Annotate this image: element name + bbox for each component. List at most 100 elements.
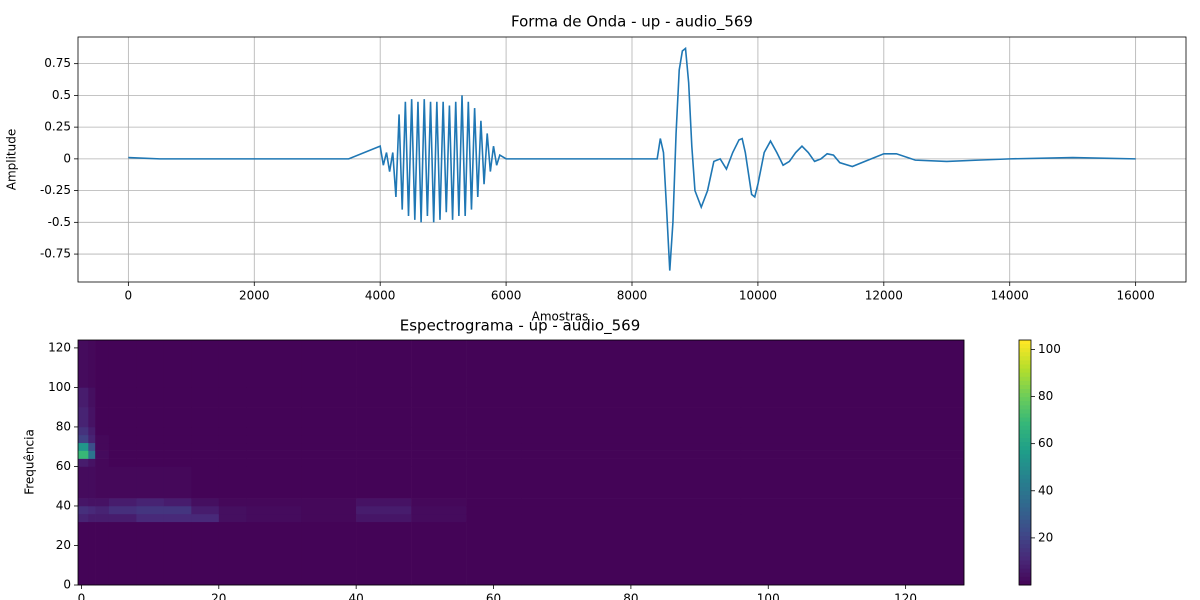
y-tick-label: 0 bbox=[63, 578, 71, 592]
heatmap-cell bbox=[356, 458, 412, 467]
colorbar-segment bbox=[1019, 519, 1031, 525]
heatmap-cell bbox=[218, 498, 247, 507]
colorbar-segment bbox=[1019, 511, 1031, 517]
x-tick-label: 8000 bbox=[617, 289, 648, 303]
heatmap-cell bbox=[740, 426, 965, 436]
heatmap-cell bbox=[411, 442, 467, 451]
heatmap-cell bbox=[246, 466, 302, 499]
colorbar-segment bbox=[1019, 564, 1031, 570]
colorbar-segment bbox=[1019, 384, 1031, 390]
colorbar-segment bbox=[1019, 499, 1031, 504]
heatmap-cell bbox=[95, 450, 110, 459]
heatmap-cell bbox=[218, 513, 247, 523]
colorbar-segment bbox=[1019, 438, 1031, 443]
heatmap-cell bbox=[301, 340, 357, 388]
colorbar-segment bbox=[1019, 389, 1031, 394]
heatmap-cell bbox=[191, 442, 220, 451]
y-tick-label: 0 bbox=[63, 151, 71, 165]
heatmap-cell bbox=[411, 458, 467, 467]
y-axis-label: Frequência bbox=[23, 429, 37, 495]
heatmap-cell bbox=[301, 387, 357, 408]
colorbar-segment bbox=[1019, 446, 1031, 451]
heatmap-cell bbox=[108, 442, 137, 451]
heatmap-cell bbox=[163, 434, 192, 444]
colorbar-segment bbox=[1019, 576, 1031, 582]
colorbar-segment bbox=[1019, 352, 1031, 357]
x-tick-label: 100 bbox=[757, 592, 780, 600]
heatmap-cell bbox=[218, 466, 247, 499]
heatmap-cell bbox=[136, 498, 165, 507]
colorbar-segment bbox=[1019, 376, 1031, 382]
colorbar-segment bbox=[1019, 425, 1031, 431]
heatmap-cell bbox=[163, 505, 192, 515]
heatmap-cell bbox=[163, 513, 192, 523]
heatmap-cell bbox=[356, 521, 412, 586]
heatmap-cell bbox=[88, 513, 96, 523]
heatmap-cell bbox=[521, 340, 742, 388]
colorbar-segment bbox=[1019, 560, 1031, 566]
y-axis-label: Amplitude bbox=[5, 129, 19, 191]
heatmap-cell bbox=[78, 521, 89, 586]
heatmap-cell bbox=[78, 458, 89, 467]
heatmap-cell bbox=[466, 442, 522, 451]
heatmap-cell bbox=[740, 434, 965, 444]
heatmap-cell bbox=[301, 426, 357, 436]
heatmap-cell bbox=[136, 466, 165, 499]
colorbar-segment bbox=[1019, 442, 1031, 447]
heatmap-cell bbox=[88, 466, 96, 499]
heatmap-cell bbox=[136, 458, 165, 467]
colorbar-segment bbox=[1019, 397, 1031, 402]
heatmap-cell bbox=[740, 505, 965, 515]
heatmap-cell bbox=[246, 450, 302, 459]
colorbar-segment bbox=[1019, 556, 1031, 561]
heatmap-cell bbox=[136, 434, 165, 444]
colorbar-segment bbox=[1019, 409, 1031, 414]
y-tick-label: 40 bbox=[56, 498, 71, 512]
y-tick-label: 100 bbox=[48, 380, 71, 394]
heatmap-cell bbox=[301, 450, 357, 459]
heatmap-cell bbox=[301, 458, 357, 467]
heatmap-cell bbox=[78, 442, 89, 451]
axes-frame bbox=[77, 36, 1187, 283]
heatmap-cell bbox=[191, 513, 220, 523]
heatmap-cell bbox=[163, 387, 192, 408]
heatmap-cell bbox=[163, 458, 192, 467]
colorbar-segment bbox=[1019, 523, 1031, 529]
heatmap-cell bbox=[95, 426, 110, 436]
heatmap-cell bbox=[108, 426, 137, 436]
heatmap-cell bbox=[246, 407, 302, 428]
heatmap-cell bbox=[136, 340, 165, 388]
heatmap-cell bbox=[191, 426, 220, 436]
heatmap-cell bbox=[136, 387, 165, 408]
colorbar-tick-label: 20 bbox=[1038, 530, 1053, 544]
colorbar-segment bbox=[1019, 429, 1031, 435]
heatmap-cell bbox=[108, 407, 137, 428]
heatmap-cell bbox=[521, 434, 742, 444]
colorbar-segment bbox=[1019, 360, 1031, 365]
colorbar-segment bbox=[1019, 393, 1031, 398]
heatmap-cell bbox=[191, 458, 220, 467]
colorbar-tick-label: 60 bbox=[1038, 436, 1053, 450]
x-tick-label: 40 bbox=[349, 592, 364, 600]
heatmap-cell bbox=[88, 450, 96, 459]
heatmap-cell bbox=[108, 450, 137, 459]
heatmap-cell bbox=[191, 434, 220, 444]
heatmap-cell bbox=[108, 521, 137, 586]
heatmap-cell bbox=[163, 407, 192, 428]
heatmap-cell bbox=[246, 434, 302, 444]
heatmap-cell bbox=[466, 505, 522, 515]
heatmap-cell bbox=[163, 466, 192, 499]
heatmap-cell bbox=[95, 407, 110, 428]
heatmap-cell bbox=[356, 434, 412, 444]
colorbar-segment bbox=[1019, 458, 1031, 463]
heatmap-cell bbox=[521, 442, 742, 451]
heatmap-cell bbox=[95, 387, 110, 408]
heatmap-cell bbox=[95, 505, 110, 515]
heatmap-cell bbox=[356, 407, 412, 428]
heatmap-cell bbox=[246, 513, 302, 523]
heatmap-cell bbox=[88, 434, 96, 444]
heatmap-cell bbox=[88, 387, 96, 408]
heatmap-cell bbox=[163, 521, 192, 586]
heatmap-cell bbox=[78, 498, 89, 507]
